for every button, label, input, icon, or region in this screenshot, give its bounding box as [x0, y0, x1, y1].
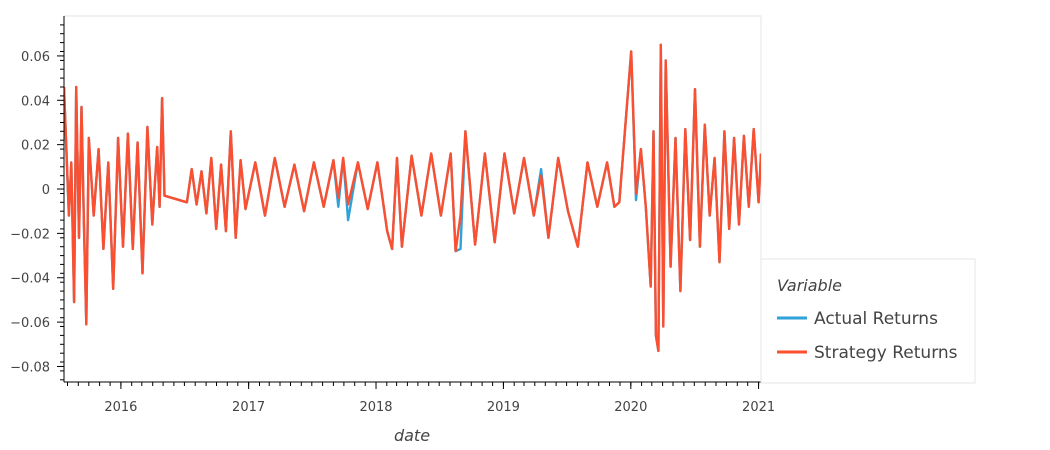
legend-title: Variable: [777, 276, 842, 295]
y-tick-label: −0.08: [10, 361, 50, 376]
legend-label-strategy-returns: Strategy Returns: [814, 343, 958, 363]
y-tick-label: 0.06: [21, 50, 50, 65]
legend: Variable Actual Returns Strategy Returns: [760, 258, 976, 384]
y-tick-label: 0: [42, 183, 50, 198]
legend-label-actual-returns: Actual Returns: [814, 309, 938, 329]
y-tick-label: −0.06: [10, 316, 50, 331]
x-tick-label: 2021: [742, 400, 775, 415]
y-tick-label: 0.02: [21, 139, 50, 154]
x-tick-label: 2016: [104, 400, 137, 415]
x-axis-title: date: [394, 426, 430, 445]
y-tick-label: 0.04: [21, 94, 50, 109]
x-tick-label: 2018: [359, 400, 392, 415]
x-tick-layer: 2016 2017 2018 2019 2020 2021: [104, 400, 775, 415]
series-line-strategy-returns: [64, 43, 761, 353]
series-layer: [64, 43, 761, 353]
y-minor-ticks: [57, 24, 64, 381]
y-tick-layer: 0.06 0.04 0.02 0 −0.02 −0.04 −0.06 −0.08: [10, 50, 50, 376]
legend-box: [760, 258, 976, 384]
x-tick-label: 2020: [614, 400, 647, 415]
y-tick-label: −0.04: [10, 272, 50, 287]
y-tick-label: −0.02: [10, 227, 50, 242]
x-minor-ticks: [67, 382, 760, 389]
x-tick-label: 2019: [487, 400, 520, 415]
x-tick-label: 2017: [232, 400, 265, 415]
